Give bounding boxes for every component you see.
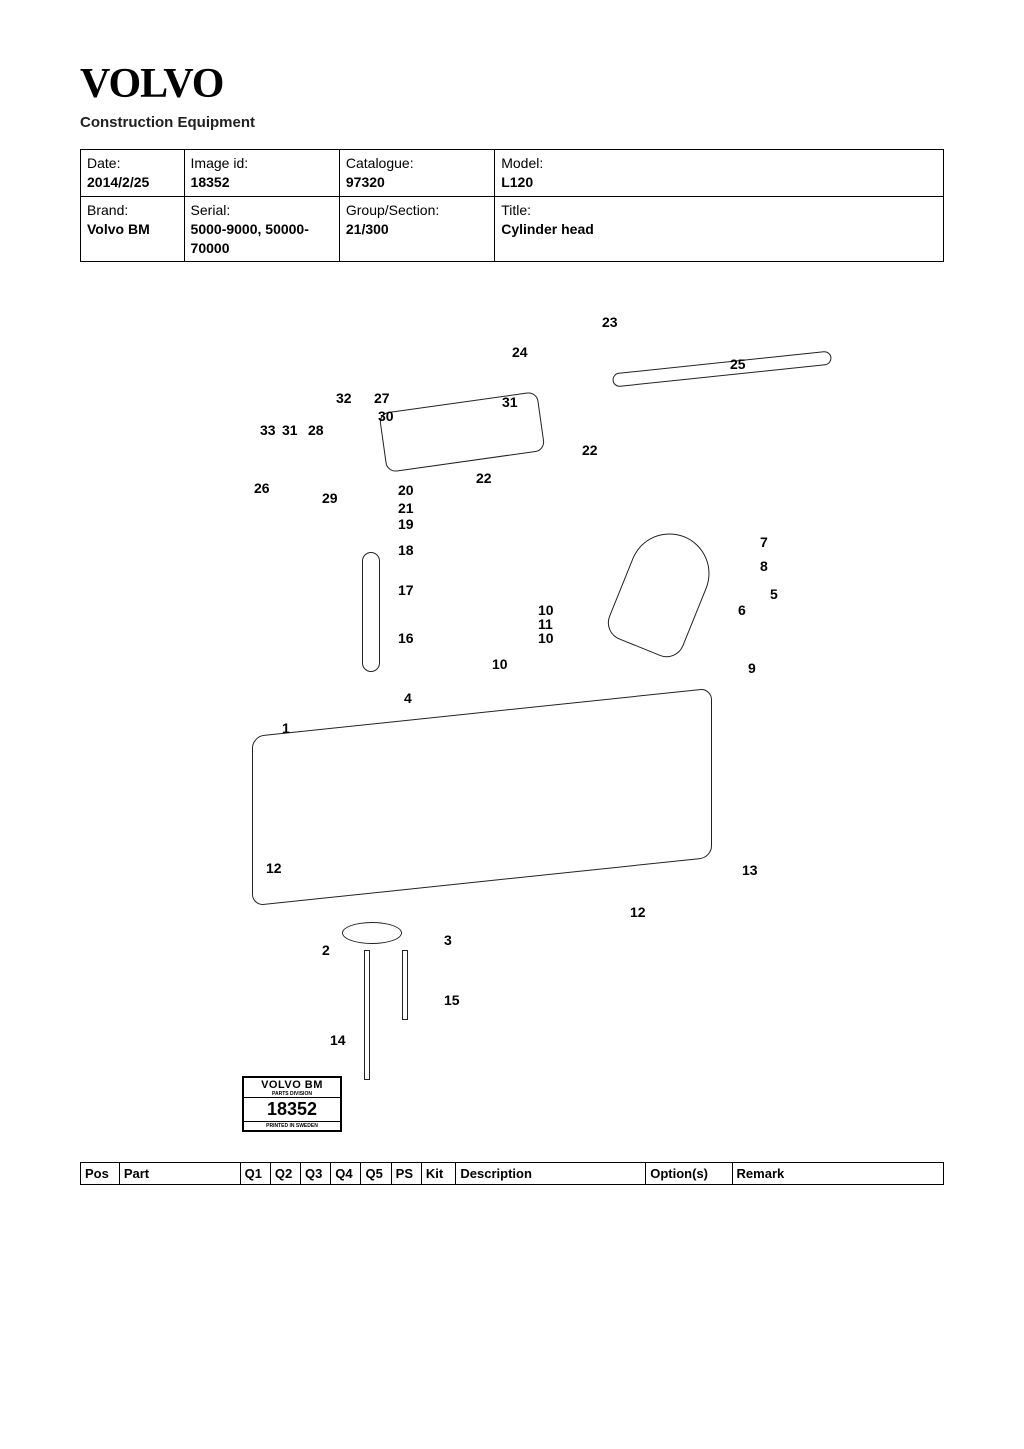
col-q1: Q1 xyxy=(240,1163,270,1185)
col-pos: Pos xyxy=(81,1163,120,1185)
callout-number: 22 xyxy=(582,442,598,458)
col-q3: Q3 xyxy=(301,1163,331,1185)
callout-number: 1 xyxy=(282,720,290,736)
info-value: Cylinder head xyxy=(501,221,594,237)
info-cell: Group/Section: 21/300 xyxy=(339,196,494,262)
parts-header-row: Pos Part Q1 Q2 Q3 Q4 Q5 PS Kit Descripti… xyxy=(81,1163,944,1185)
callout-number: 33 xyxy=(260,422,276,438)
callout-number: 29 xyxy=(322,490,338,506)
callout-number: 6 xyxy=(738,602,746,618)
valve-guide xyxy=(402,950,408,1020)
cylinder-head-body xyxy=(252,688,712,906)
stamp-sub-text: PARTS DIVISION xyxy=(244,1091,340,1097)
col-kit: Kit xyxy=(421,1163,456,1185)
callout-number: 18 xyxy=(398,542,414,558)
valve-stem xyxy=(364,950,370,1080)
stamp-origin: PRINTED IN SWEDEN xyxy=(244,1122,340,1130)
info-value: 2014/2/25 xyxy=(87,174,149,190)
callout-number: 7 xyxy=(760,534,768,550)
info-value: 97320 xyxy=(346,174,385,190)
callout-number: 20 xyxy=(398,482,414,498)
col-q4: Q4 xyxy=(331,1163,361,1185)
injector-assembly xyxy=(602,522,721,663)
info-row-2: Brand: Volvo BM Serial: 5000-9000, 50000… xyxy=(81,196,944,262)
info-label: Image id: xyxy=(191,155,249,171)
info-label: Serial: xyxy=(191,202,231,218)
callout-number: 3 xyxy=(444,932,452,948)
callout-number: 8 xyxy=(760,558,768,574)
info-cell: Model: L120 xyxy=(495,150,944,197)
info-cell: Date: 2014/2/25 xyxy=(81,150,185,197)
callout-number: 21 xyxy=(398,500,414,516)
callout-number: 15 xyxy=(444,992,460,1008)
callout-number: 19 xyxy=(398,516,414,532)
info-cell: Title: Cylinder head xyxy=(495,196,944,262)
valve-seat xyxy=(342,922,402,944)
callout-number: 27 xyxy=(374,390,390,406)
info-value: 18352 xyxy=(191,174,230,190)
col-q2: Q2 xyxy=(270,1163,300,1185)
col-q5: Q5 xyxy=(361,1163,391,1185)
info-cell: Brand: Volvo BM xyxy=(81,196,185,262)
stamp-brand-text: VOLVO BM xyxy=(261,1079,323,1091)
col-ps: PS xyxy=(391,1163,421,1185)
col-description: Description xyxy=(456,1163,646,1185)
callout-number: 5 xyxy=(770,586,778,602)
rocker-shaft xyxy=(379,392,546,474)
col-options: Option(s) xyxy=(646,1163,732,1185)
valve-spring xyxy=(362,552,380,672)
info-label: Catalogue: xyxy=(346,155,414,171)
info-row-1: Date: 2014/2/25 Image id: 18352 Catalogu… xyxy=(81,150,944,197)
stamp-number: 18352 xyxy=(244,1098,340,1122)
info-value: 5000-9000, 50000-70000 xyxy=(191,221,309,256)
logo-text: VOLVO xyxy=(80,61,223,107)
callout-number: 12 xyxy=(266,860,282,876)
drawing-stamp: VOLVO BM PARTS DIVISION 18352 PRINTED IN… xyxy=(242,1076,342,1132)
info-cell: Serial: 5000-9000, 50000-70000 xyxy=(184,196,339,262)
info-label: Title: xyxy=(501,202,531,218)
injector-line xyxy=(612,351,832,388)
info-cell: Catalogue: 97320 xyxy=(339,150,494,197)
exploded-diagram: VOLVO BM PARTS DIVISION 18352 PRINTED IN… xyxy=(80,302,944,1132)
info-table: Date: 2014/2/25 Image id: 18352 Catalogu… xyxy=(80,149,944,262)
callout-number: 32 xyxy=(336,390,352,406)
callout-number: 26 xyxy=(254,480,270,496)
info-label: Date: xyxy=(87,155,120,171)
info-label: Model: xyxy=(501,155,543,171)
callout-number: 17 xyxy=(398,582,414,598)
callout-number: 16 xyxy=(398,630,414,646)
callout-number: 28 xyxy=(308,422,324,438)
brand-logo: VOLVO xyxy=(80,60,944,108)
callout-number: 22 xyxy=(476,470,492,486)
callout-number: 10 xyxy=(492,656,508,672)
callout-number: 10 xyxy=(538,630,554,646)
callout-number: 14 xyxy=(330,1032,346,1048)
callout-number: 13 xyxy=(742,862,758,878)
callout-number: 31 xyxy=(282,422,298,438)
info-label: Group/Section: xyxy=(346,202,439,218)
callout-number: 31 xyxy=(502,394,518,410)
col-part: Part xyxy=(119,1163,240,1185)
col-remark: Remark xyxy=(732,1163,943,1185)
parts-table: Pos Part Q1 Q2 Q3 Q4 Q5 PS Kit Descripti… xyxy=(80,1162,944,1185)
stamp-brand: VOLVO BM PARTS DIVISION xyxy=(244,1078,340,1098)
callout-number: 24 xyxy=(512,344,528,360)
info-value: L120 xyxy=(501,174,533,190)
callout-number: 9 xyxy=(748,660,756,676)
info-value: Volvo BM xyxy=(87,221,150,237)
callout-number: 4 xyxy=(404,690,412,706)
info-cell: Image id: 18352 xyxy=(184,150,339,197)
callout-number: 2 xyxy=(322,942,330,958)
info-value: 21/300 xyxy=(346,221,389,237)
callout-number: 12 xyxy=(630,904,646,920)
info-label: Brand: xyxy=(87,202,128,218)
callout-number: 25 xyxy=(730,356,746,372)
diagram-canvas: VOLVO BM PARTS DIVISION 18352 PRINTED IN… xyxy=(182,302,842,1132)
brand-subtitle: Construction Equipment xyxy=(80,114,944,131)
callout-number: 23 xyxy=(602,314,618,330)
callout-number: 30 xyxy=(378,408,394,424)
